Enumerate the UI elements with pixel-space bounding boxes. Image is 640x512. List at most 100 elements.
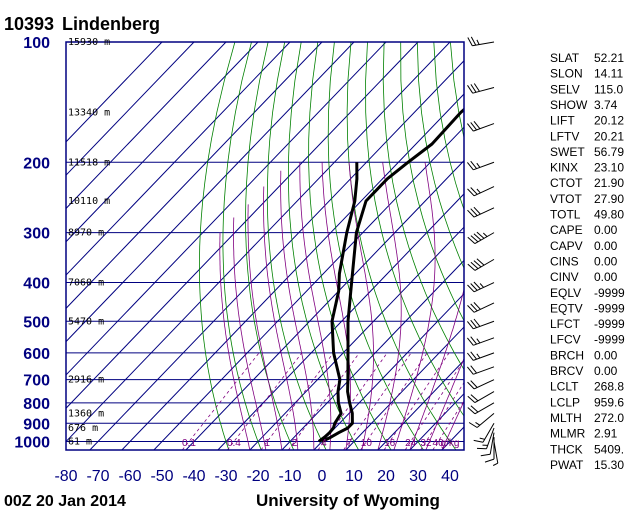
mixing-ratio-line — [360, 352, 428, 450]
index-value: -9999 — [594, 333, 625, 347]
height-label: 8970 m — [68, 228, 104, 239]
height-label: 10110 m — [68, 196, 110, 207]
mixing-ratio-label: 0.1 — [182, 438, 196, 449]
height-label: 13340 m — [68, 107, 110, 118]
mixing-ratio-label: 24 — [405, 438, 417, 449]
pressure-tick-label: 700 — [23, 373, 50, 390]
barb-flag — [473, 302, 481, 310]
barb-flag — [470, 160, 477, 169]
barb-shaft — [489, 432, 495, 455]
moist-adiabat-line — [348, 162, 374, 450]
temperature-tick-label: -30 — [214, 468, 237, 485]
dry-adiabat-line — [382, 42, 464, 371]
mixing-ratio-label: g/kg — [441, 438, 460, 449]
moist-adiabat-line — [280, 170, 315, 450]
barb-flag — [468, 422, 478, 428]
isotherm-line — [153, 126, 464, 450]
pressure-tick-label: 600 — [23, 346, 50, 363]
barb-flag — [470, 303, 478, 312]
barb-flag — [467, 85, 474, 94]
isotherm-line — [89, 60, 464, 450]
index-value: 268.8 — [594, 380, 624, 394]
barb-half-flag — [476, 39, 480, 45]
barb-shaft — [476, 412, 495, 428]
barb-flag — [470, 319, 477, 328]
index-value: 3.74 — [594, 98, 618, 112]
mixing-ratio-line — [260, 352, 334, 450]
height-label: 15930 m — [68, 37, 110, 48]
index-key: EQTV — [550, 301, 583, 315]
barb-shaft — [473, 207, 495, 218]
isotherm-line — [249, 226, 464, 450]
index-value: 52.21 — [594, 51, 624, 65]
mixing-ratio-line — [432, 400, 464, 450]
barb-flag — [467, 337, 474, 346]
temperature-tick-label: 10 — [345, 468, 363, 485]
wind-barb — [467, 351, 495, 361]
index-key: MLMR — [550, 427, 586, 441]
pressure-tick-label: 800 — [23, 396, 50, 413]
barb-flag — [467, 263, 476, 271]
temperature-tick-label: 0 — [318, 468, 327, 485]
isotherm-line — [121, 93, 464, 450]
barb-flag — [470, 36, 477, 46]
barb-flag — [467, 321, 474, 330]
chart-labels: 0.1 0.4 1 2 4 7 10 16 24 32 40g/kg1002003004005006… — [14, 35, 459, 485]
mixing-ratio-label: 10 — [361, 438, 373, 449]
index-value: -9999 — [594, 286, 625, 300]
index-value: 0.00 — [594, 348, 618, 362]
index-key: CAPV — [550, 239, 583, 253]
wind-barb — [467, 365, 495, 375]
isotherm-line — [66, 42, 227, 210]
barb-flag — [470, 405, 479, 413]
isotherm-line — [66, 42, 195, 176]
barb-flag — [467, 407, 476, 415]
barb-half-flag — [482, 232, 488, 237]
barb-flag — [476, 231, 485, 239]
barb-shaft — [473, 161, 495, 171]
index-key: BRCH — [550, 348, 584, 362]
wind-barb — [467, 336, 495, 346]
wind-barb — [467, 318, 495, 330]
barb-flag — [470, 336, 477, 345]
dry-adiabat-line — [308, 42, 392, 450]
index-value: 0.00 — [594, 254, 618, 268]
index-key: CTOT — [550, 176, 583, 190]
barb-half-flag — [476, 338, 481, 344]
station-id: 10393 — [4, 14, 54, 34]
index-value: 23.10 — [594, 161, 624, 175]
wind-barb — [467, 206, 495, 218]
height-label: 5470 m — [68, 316, 104, 327]
barb-flag — [470, 84, 477, 93]
barb-half-flag — [476, 353, 481, 359]
pressure-tick-label: 100 — [23, 35, 50, 52]
index-value: 2.91 — [594, 427, 618, 441]
index-value: 0.00 — [594, 239, 618, 253]
barb-flag — [467, 352, 474, 361]
wind-barb — [468, 412, 495, 428]
index-key: VTOT — [550, 192, 582, 206]
index-key: LCLP — [550, 395, 580, 409]
index-key: SWET — [550, 145, 585, 159]
index-value: 959.6 — [594, 395, 624, 409]
height-label: 676 m — [68, 423, 98, 434]
temperature-tick-label: 30 — [409, 468, 427, 485]
wind-barb — [467, 281, 495, 293]
barb-shaft — [473, 320, 495, 330]
mixing-ratio-line — [420, 381, 464, 450]
dry-adiabat-line — [433, 42, 464, 211]
wind-barb — [473, 423, 495, 443]
barb-flag — [480, 453, 491, 457]
temperature-tick-label: -10 — [278, 468, 301, 485]
dry-adiabat-line — [416, 42, 464, 270]
moist-adiabat-line — [441, 400, 464, 450]
index-key: SELV — [550, 82, 580, 96]
barb-flag — [470, 208, 478, 216]
dry-adiabat-line — [287, 42, 359, 450]
index-key: PWAT — [550, 458, 584, 472]
index-value: 49.80 — [594, 208, 624, 222]
index-value: 56.79 — [594, 145, 624, 159]
station-name: Lindenberg — [62, 14, 160, 34]
pressure-tick-label: 1000 — [14, 435, 50, 452]
barb-flag — [473, 120, 481, 130]
